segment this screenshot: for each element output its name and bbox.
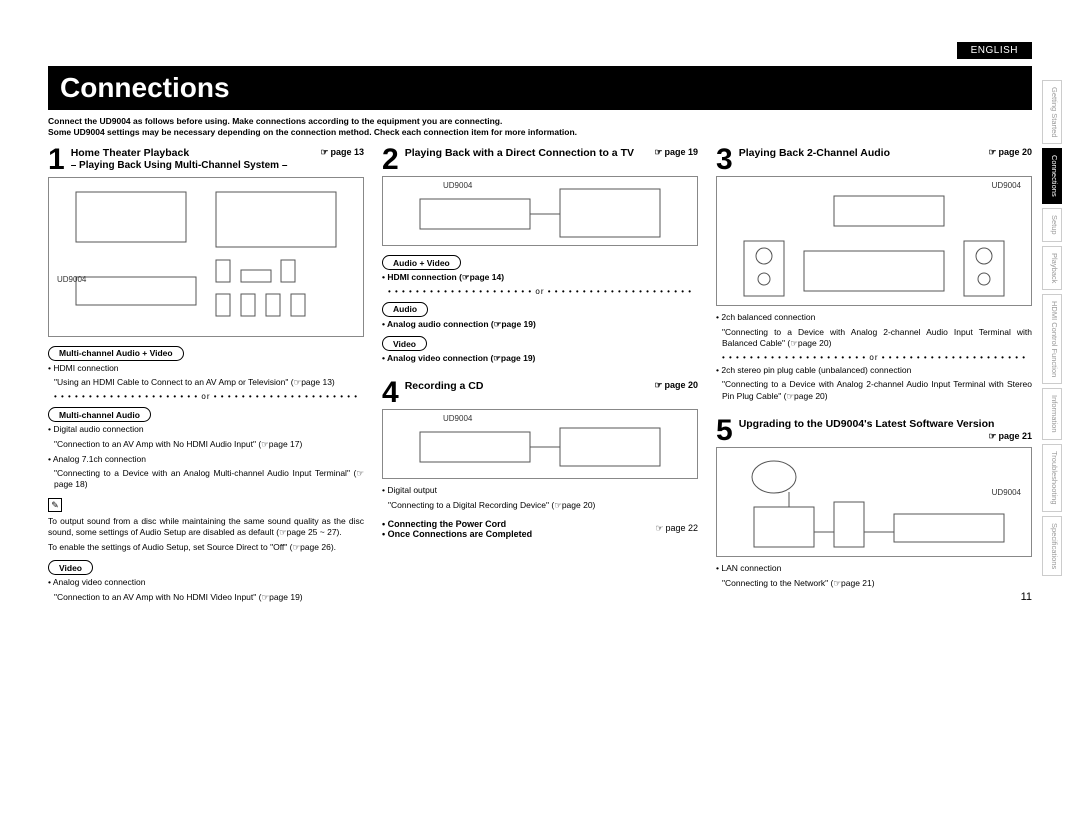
section-1-head: 1 Home Theater Playback page 13 – Playin… [48, 147, 364, 173]
home-theater-icon [66, 182, 346, 332]
section-4-head: 4 Recording a CD page 20 [382, 380, 698, 406]
s5-quote-lan: "Connecting to the Network" (☞page 21) [716, 578, 1032, 589]
section-2-title: Playing Back with a Direct Connection to… [405, 147, 698, 160]
side-tab-specifications[interactable]: Specifications [1042, 516, 1062, 576]
side-tab-troubleshooting[interactable]: Troubleshooting [1042, 444, 1062, 512]
s4-bullet-digital: • Digital output [382, 485, 698, 496]
s1-quote-hdmi: "Using an HDMI Cable to Connect to an AV… [48, 377, 364, 388]
pill-mc-av: Multi-channel Audio + Video [48, 346, 184, 361]
s1-quote-analogvid: "Connection to an AV Amp with No HDMI Vi… [48, 592, 364, 603]
footer-l1: • Connecting the Power Cord [382, 519, 532, 529]
s1-bullet-digital: • Digital audio connection [48, 424, 364, 435]
s1-bullet-analogvid: • Analog video connection [48, 577, 364, 588]
section-3-number: 3 [716, 147, 733, 173]
intro-line-1: Connect the UD9004 as follows before usi… [48, 116, 502, 126]
footer-l2: • Once Connections are Completed [382, 529, 532, 539]
side-nav-tabs: Getting Started Connections Setup Playback H… [1042, 80, 1062, 576]
side-tab-connections[interactable]: Connections [1042, 148, 1062, 204]
side-tab-setup[interactable]: Setup [1042, 208, 1062, 242]
section-5-head: 5 Upgrading to the UD9004's Latest Softw… [716, 418, 1032, 444]
tv-connect-icon [410, 181, 670, 241]
section-3-title: Playing Back 2-Channel Audio page 20 [739, 147, 1032, 160]
divider-or-2: • • • • • • • • • • • • • • • • • • • • … [382, 287, 698, 296]
s1-note-2: To enable the settings of Audio Setup, s… [48, 542, 364, 553]
side-tab-getting-started[interactable]: Getting Started [1042, 80, 1062, 144]
pill-video2: Video [382, 336, 427, 351]
section-4-number: 4 [382, 380, 399, 406]
divider-or: • • • • • • • • • • • • • • • • • • • • … [48, 392, 364, 401]
footer-pageref: page 22 [655, 523, 698, 534]
section-1-number: 1 [48, 147, 65, 173]
s1-bullet-hdmi: • HDMI connection [48, 363, 364, 374]
section-1-title: Home Theater Playback page 13 – Playing … [71, 147, 364, 173]
section-5-pageref: page 21 [988, 431, 1032, 442]
s1-quote-digital: "Connection to an AV Amp with No HDMI Au… [48, 439, 364, 450]
s2-bullet-analog-audio: • Analog audio connection (☞page 19) [382, 319, 698, 330]
network-upgrade-icon [734, 452, 1014, 552]
column-2: 2 Playing Back with a Direct Connection … [382, 147, 698, 607]
side-tab-playback[interactable]: Playback [1042, 246, 1062, 290]
section-2-head: 2 Playing Back with a Direct Connection … [382, 147, 698, 173]
note-icon: ✎ [48, 498, 62, 512]
pill-video: Video [48, 560, 93, 575]
section-2-pageref: page 19 [654, 147, 698, 158]
s3-quote-unbalanced: "Connecting to a Device with Analog 2-ch… [716, 379, 1032, 401]
pill-av: Audio + Video [382, 255, 461, 270]
s3-quote-balanced: "Connecting to a Device with Analog 2-ch… [716, 327, 1032, 349]
s5-bullet-lan: • LAN connection [716, 563, 1032, 574]
divider-or-3: • • • • • • • • • • • • • • • • • • • • … [716, 353, 1032, 362]
section-3-diagram: UD9004 [716, 176, 1032, 306]
page-number: 11 [1021, 591, 1032, 603]
side-tab-hdmi-control-function[interactable]: HDMI Control Function [1042, 294, 1062, 384]
intro-text: Connect the UD9004 as follows before usi… [48, 116, 1032, 139]
section-5-diagram: UD9004 [716, 447, 1032, 557]
intro-line-2: Some UD9004 settings may be necessary de… [48, 127, 577, 137]
section-2-number: 2 [382, 147, 399, 173]
pill-mc-audio: Multi-channel Audio [48, 407, 151, 422]
section-4-pageref: page 20 [654, 380, 698, 391]
language-tab: ENGLISH [957, 42, 1032, 59]
section-4-diagram: UD9004 [382, 409, 698, 479]
section-1-pageref: page 13 [320, 147, 364, 158]
section-2-diagram: UD9004 [382, 176, 698, 246]
content-columns: 1 Home Theater Playback page 13 – Playin… [48, 147, 1032, 607]
footer-row: • Connecting the Power Cord • Once Conne… [382, 519, 698, 539]
section-3-head: 3 Playing Back 2-Channel Audio page 20 [716, 147, 1032, 173]
side-tab-information[interactable]: Information [1042, 388, 1062, 440]
s4-quote-digital: "Connecting to a Digital Recording Devic… [382, 500, 698, 511]
section-4-title: Recording a CD page 20 [405, 380, 698, 393]
pill-audio: Audio [382, 302, 428, 317]
section-5-title: Upgrading to the UD9004's Latest Softwar… [739, 418, 1032, 442]
page-title: Connections [48, 66, 1032, 110]
s3-bullet-unbalanced: • 2ch stereo pin plug cable (unbalanced)… [716, 365, 1032, 376]
s1-bullet-analog71: • Analog 7.1ch connection [48, 454, 364, 465]
s1-quote-analog71: "Connecting to a Device with an Analog M… [48, 468, 364, 490]
cd-record-icon [410, 414, 670, 474]
section-5-number: 5 [716, 418, 733, 444]
column-3: 3 Playing Back 2-Channel Audio page 20 U… [716, 147, 1032, 607]
s3-bullet-balanced: • 2ch balanced connection [716, 312, 1032, 323]
s2-bullet-analog-video: • Analog video connection (☞page 19) [382, 353, 698, 364]
section-3-pageref: page 20 [988, 147, 1032, 158]
manual-page: ENGLISH Connections Connect the UD9004 a… [0, 0, 1080, 627]
2ch-audio-icon [734, 181, 1014, 301]
s1-note-1: To output sound from a disc while mainta… [48, 516, 364, 538]
section-1-diagram: UD9004 [48, 177, 364, 337]
s2-bullet-hdmi: • HDMI connection (☞page 14) [382, 272, 698, 283]
column-1: 1 Home Theater Playback page 13 – Playin… [48, 147, 364, 607]
